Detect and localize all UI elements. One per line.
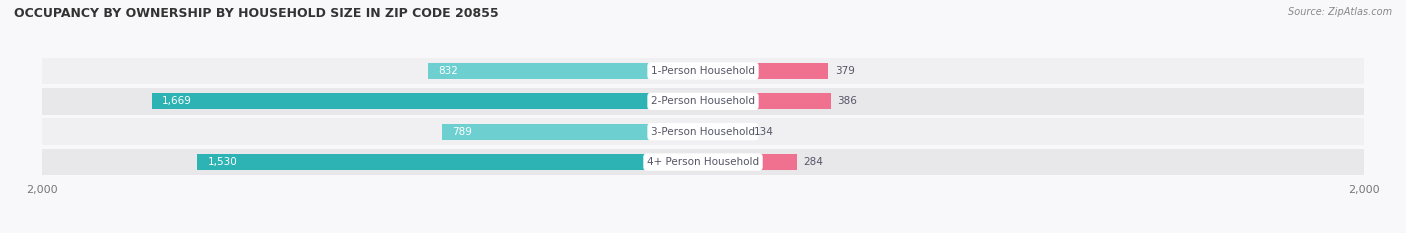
Text: OCCUPANCY BY OWNERSHIP BY HOUSEHOLD SIZE IN ZIP CODE 20855: OCCUPANCY BY OWNERSHIP BY HOUSEHOLD SIZE…: [14, 7, 499, 20]
Bar: [197, 154, 703, 170]
Bar: [703, 93, 831, 109]
Text: 386: 386: [837, 96, 858, 106]
Bar: [152, 93, 703, 109]
Text: 1,669: 1,669: [162, 96, 191, 106]
Bar: [42, 118, 1364, 145]
Bar: [703, 63, 828, 79]
Text: 4+ Person Household: 4+ Person Household: [647, 157, 759, 167]
Text: 379: 379: [835, 66, 855, 76]
Bar: [443, 124, 703, 140]
Bar: [703, 124, 747, 140]
Bar: [427, 63, 703, 79]
Bar: [42, 149, 1364, 175]
Text: 1,530: 1,530: [207, 157, 238, 167]
Text: 789: 789: [453, 127, 472, 137]
Text: Source: ZipAtlas.com: Source: ZipAtlas.com: [1288, 7, 1392, 17]
Text: 284: 284: [803, 157, 824, 167]
Text: 3-Person Household: 3-Person Household: [651, 127, 755, 137]
Text: 134: 134: [754, 127, 773, 137]
Bar: [42, 58, 1364, 84]
Text: 2-Person Household: 2-Person Household: [651, 96, 755, 106]
Text: 1-Person Household: 1-Person Household: [651, 66, 755, 76]
Bar: [42, 88, 1364, 115]
Text: 832: 832: [439, 66, 458, 76]
Bar: [703, 154, 797, 170]
